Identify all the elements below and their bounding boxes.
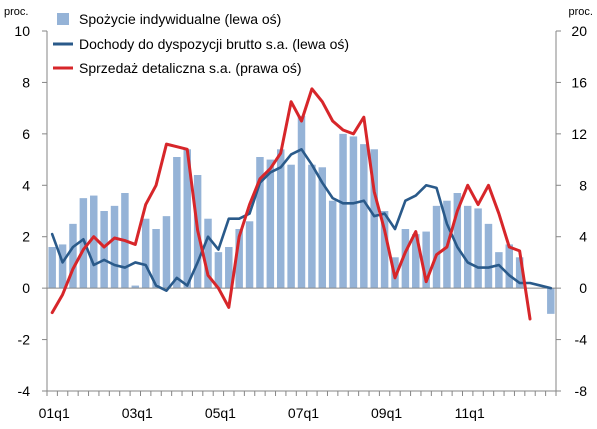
left-tick-label: 0 [22, 280, 30, 296]
left-tick-label: 8 [22, 74, 30, 90]
bar [183, 149, 191, 289]
x-tick-label: 09q1 [371, 405, 402, 421]
left-tick-label: -2 [18, 332, 31, 348]
right-tick-label: 12 [571, 126, 587, 142]
bar [495, 252, 503, 289]
left-tick-label: 2 [22, 229, 30, 245]
bar [463, 205, 472, 289]
legend-label: Sprzedaż detaliczna s.a. (prawa oś) [79, 60, 302, 76]
bar [276, 149, 285, 289]
bar [412, 234, 420, 289]
bar [380, 211, 389, 289]
line-series [50, 87, 553, 321]
bar [235, 229, 243, 289]
x-tick-label: 03q1 [122, 405, 153, 421]
left-tick-label: 4 [22, 177, 30, 193]
bar [515, 257, 524, 289]
bar [401, 229, 410, 289]
bar [474, 208, 482, 289]
legend: Spożycie indywidualne (lewa oś) Dochody d… [53, 11, 349, 76]
bar [505, 244, 513, 289]
bar-series [48, 115, 555, 314]
right-tick-label: 16 [571, 74, 587, 90]
bar [432, 205, 441, 289]
left-tick-label: -4 [18, 383, 31, 399]
bar [141, 218, 150, 289]
bar [152, 229, 160, 289]
bar [48, 247, 56, 289]
left-tick-label: 10 [14, 23, 30, 39]
bar [204, 218, 212, 289]
bar [266, 159, 275, 289]
bar [131, 285, 140, 289]
bar [287, 164, 295, 289]
bar [318, 167, 327, 289]
bar [349, 136, 358, 289]
legend-swatch-bar [57, 13, 69, 25]
right-tick-label: 20 [571, 23, 587, 39]
right-tick-label: -4 [575, 332, 588, 348]
left-unit-label: proc. [4, 6, 28, 18]
bar [297, 115, 306, 289]
bar [360, 144, 368, 289]
bar [100, 211, 108, 289]
bar [245, 221, 254, 289]
bar [58, 244, 67, 289]
series-line-sprzedaz [50, 87, 532, 321]
bar [422, 231, 430, 289]
bar [339, 133, 347, 289]
bar [484, 223, 493, 289]
legend-label: Spożycie indywidualne (lewa oś) [79, 11, 281, 27]
x-tick-label: 07q1 [288, 405, 319, 421]
x-tick-label: 11q1 [455, 405, 485, 421]
bar [79, 198, 88, 289]
bar [110, 205, 119, 289]
bar [453, 193, 462, 289]
right-tick-label: -8 [575, 383, 588, 399]
bar [256, 157, 264, 289]
axes: -4 -2 0 2 4 6 8 10 -8 -4 0 4 8 12 16 20 proc. proc. 01q1 03… [4, 6, 593, 421]
right-tick-label: 8 [579, 177, 587, 193]
right-tick-label: 4 [579, 229, 587, 245]
bar [173, 157, 181, 289]
bar [90, 195, 98, 289]
x-tick-label: 01q1 [39, 405, 70, 421]
bar [308, 164, 316, 289]
left-tick-label: 6 [22, 126, 30, 142]
x-tick-label: 05q1 [205, 405, 236, 421]
bar [225, 247, 233, 289]
right-unit-label: proc. [569, 6, 593, 18]
bar [370, 149, 378, 289]
bar [69, 223, 77, 289]
right-tick-label: 0 [579, 280, 587, 296]
bar [547, 288, 555, 314]
bar [162, 216, 171, 289]
bar [328, 200, 337, 289]
legend-label: Dochody do dyspozycji brutto s.a. (lewa … [79, 36, 349, 52]
bar [214, 252, 223, 289]
series-line-dochody [50, 147, 553, 293]
